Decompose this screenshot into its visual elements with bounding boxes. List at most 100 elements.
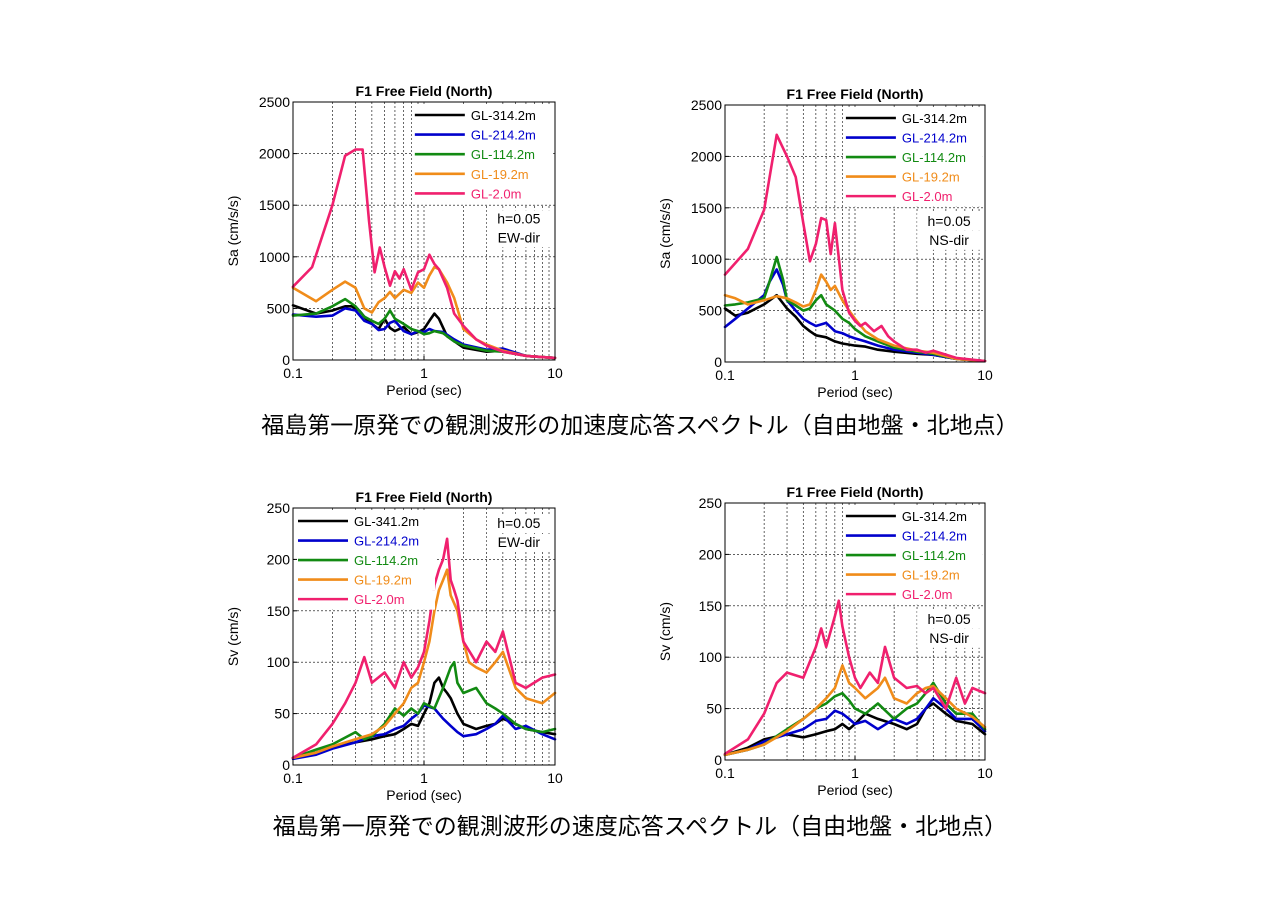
x-tick-label: 1 — [420, 365, 428, 381]
legend: GL-314.2m GL-214.2m GL-114.2m GL-19.2m GL-2.… — [842, 507, 983, 605]
legend-bg — [842, 187, 983, 207]
x-axis: 0.1 1 10 — [283, 356, 563, 381]
legend-bg — [411, 125, 552, 146]
series-line-GL-19.2m — [291, 265, 557, 360]
chart-panel-4: GL-314.2m GL-214.2m GL-114.2m GL-19.2m GL-2.… — [657, 484, 993, 798]
y-tick-label: 2000 — [691, 148, 722, 164]
x-tick-label: 10 — [547, 365, 563, 381]
series-line-GL-2.0m — [291, 537, 557, 760]
annotation-bg — [917, 212, 982, 231]
legend-entry: GL-314.2m — [902, 509, 967, 524]
x-tick-label: 0.1 — [715, 367, 735, 383]
series-line-GL-114.2m — [723, 255, 987, 363]
legend-bg — [295, 570, 435, 591]
series-line-GL-214.2m — [723, 268, 987, 363]
legend-entry: GL-19.2m — [354, 573, 412, 588]
legend-bg — [842, 546, 983, 566]
legend-bg — [842, 507, 983, 527]
series-line-GL-341.2m — [291, 676, 557, 760]
series-line-GL-114.2m — [291, 660, 557, 760]
legend-entry: GL-114.2m — [902, 150, 966, 165]
annotation-text: NS-dir — [929, 232, 969, 248]
annotation-text: h=0.05 — [928, 213, 971, 229]
x-tick-label: 0.1 — [283, 770, 303, 786]
x-tick-label: 1 — [420, 770, 428, 786]
y-tick-label: 50 — [706, 701, 722, 717]
x-tick-label: 1 — [851, 367, 859, 383]
x-axis-label: Period (sec) — [817, 782, 892, 798]
series-line-GL-2.0m — [723, 133, 987, 363]
y-tick-label: 100 — [699, 649, 723, 665]
x-axis: 0.1 1 10 — [715, 756, 993, 781]
annotation-bg — [486, 515, 551, 533]
annotation-text: EW-dir — [498, 229, 541, 245]
legend-entry: GL-114.2m — [471, 147, 535, 162]
chart-title: F1 Free Field (North) — [356, 489, 493, 505]
series-line-GL-214.2m — [723, 696, 987, 757]
x-tick-label: 10 — [547, 770, 563, 786]
legend-bg — [295, 531, 435, 552]
chart-panel-2: GL-314.2m GL-214.2m GL-114.2m GL-19.2m GL-2.… — [657, 86, 993, 400]
y-tick-label: 50 — [274, 706, 290, 722]
y-tick-label: 250 — [267, 500, 291, 516]
legend-entry: GL-214.2m — [902, 529, 967, 544]
legend-bg — [411, 106, 552, 126]
legend-bg — [842, 109, 983, 129]
legend-entry: GL-2.0m — [354, 592, 405, 607]
y-tick-label: 1000 — [691, 251, 722, 267]
legend-entry: GL-314.2m — [471, 108, 536, 123]
annotation-bg — [486, 229, 551, 248]
annotation: h=0.05 EW-dir — [486, 515, 551, 552]
y-tick-label: 150 — [699, 598, 723, 614]
series-line-GL-19.2m — [723, 273, 987, 363]
legend: GL-341.2m GL-214.2m GL-114.2m GL-19.2m GL-2.… — [295, 512, 435, 610]
y-tick-label: 1500 — [259, 197, 290, 213]
legend-bg — [842, 526, 983, 547]
legend-entry: GL-19.2m — [902, 170, 960, 185]
y-tick-label: 200 — [699, 546, 723, 562]
legend-bg — [842, 148, 983, 168]
annotation: h=0.05 NS-dir — [917, 212, 982, 250]
caption-acceleration-spectra: 福島第一原発での観測波形の加速度応答スペクトル（自由地盤・北地点） — [261, 413, 1019, 439]
y-tick-label: 2500 — [259, 94, 290, 110]
x-axis-label: Period (sec) — [386, 787, 461, 803]
y-axis-label: Sa (cm/s/s) — [225, 196, 241, 267]
x-axis: 0.1 1 10 — [283, 761, 563, 786]
y-axis: 0 50 100 150 200 250 — [267, 500, 297, 773]
annotation-text: NS-dir — [929, 630, 969, 646]
series-line-GL-114.2m — [291, 297, 557, 360]
annotation-bg — [917, 629, 982, 648]
series-line-GL-314.2m — [723, 293, 987, 363]
y-tick-label: 2500 — [691, 97, 722, 113]
chart-panel-1: GL-314.2m GL-214.2m GL-114.2m GL-19.2m GL-2.… — [225, 83, 563, 398]
caption-velocity-spectra: 福島第一原発での観測波形の速度応答スペクトル（自由地盤・北地点） — [272, 814, 1008, 840]
legend-bg — [842, 585, 983, 605]
annotation-text: EW-dir — [498, 534, 541, 550]
legend-entry: GL-314.2m — [902, 111, 967, 126]
x-tick-label: 0.1 — [715, 765, 735, 781]
legend-bg — [295, 512, 435, 532]
x-tick-label: 10 — [977, 765, 993, 781]
legend-bg — [295, 590, 435, 610]
x-axis-label: Period (sec) — [386, 382, 461, 398]
legend-entry: GL-2.0m — [902, 189, 953, 204]
y-axis: 0 500 1000 1500 2000 2500 — [691, 97, 729, 370]
annotation-text: h=0.05 — [497, 515, 540, 531]
y-tick-label: 150 — [267, 603, 291, 619]
y-tick-label: 0 — [282, 352, 290, 368]
series-line-GL-2.0m — [291, 148, 557, 360]
annotation-bg — [486, 534, 551, 552]
annotation-text: h=0.05 — [497, 210, 540, 226]
series-group — [291, 148, 557, 360]
annotation-bg — [486, 210, 551, 229]
legend: GL-314.2m GL-214.2m GL-114.2m GL-19.2m GL-2.… — [842, 109, 983, 207]
x-axis-label: Period (sec) — [817, 384, 892, 400]
y-axis: 0 50 100 150 200 250 — [699, 495, 729, 768]
legend-bg — [842, 565, 983, 586]
annotation: h=0.05 EW-dir — [486, 210, 551, 248]
annotation-bg — [917, 231, 982, 250]
y-tick-label: 500 — [267, 300, 291, 316]
x-tick-label: 0.1 — [283, 365, 303, 381]
legend: GL-314.2m GL-214.2m GL-114.2m GL-19.2m GL-2.… — [411, 106, 552, 205]
